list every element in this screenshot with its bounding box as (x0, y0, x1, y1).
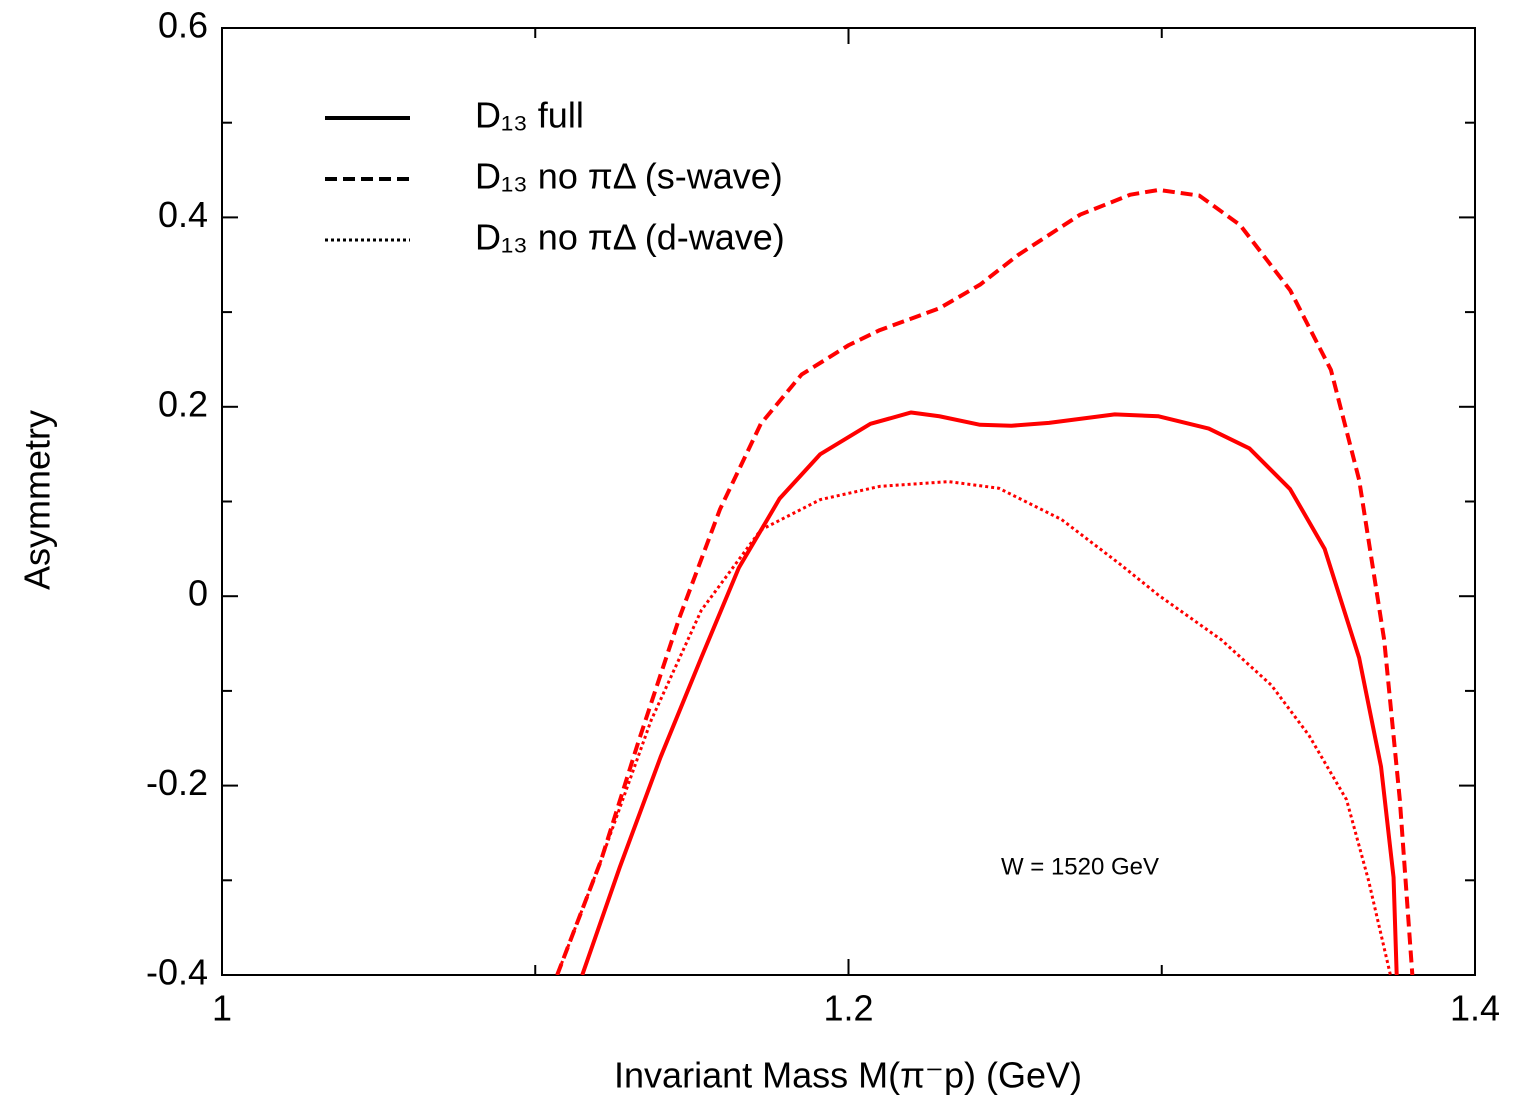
annotation: W = 1520 GeV (1001, 853, 1159, 880)
x-tick-label: 1.2 (823, 988, 873, 1029)
x-tick-label: 1 (212, 988, 232, 1029)
plot-frame (221, 27, 1476, 976)
legend-label: D₁₃ no πΔ (s-wave) (475, 156, 783, 197)
series-line (580, 410, 1399, 975)
x-axis-label: Invariant Mass M(π⁻p) (GeV) (614, 1055, 1082, 1096)
series-line (555, 480, 1392, 975)
legend-label: D₁₃ no πΔ (d-wave) (475, 217, 785, 258)
y-tick-label: -0.2 (146, 762, 208, 803)
legend-label: D₁₃ full (475, 95, 584, 136)
y-tick-label: 0.2 (158, 383, 208, 424)
x-tick-label: 1.4 (1450, 988, 1500, 1029)
series-line (555, 187, 1415, 975)
y-axis-label: Asymmetry (17, 410, 58, 590)
y-tick-label: 0.6 (158, 5, 208, 46)
y-tick-label: 0 (188, 573, 208, 614)
curves (555, 187, 1415, 975)
y-tick-label: -0.4 (146, 952, 208, 993)
y-tick-label: 0.4 (158, 194, 208, 235)
